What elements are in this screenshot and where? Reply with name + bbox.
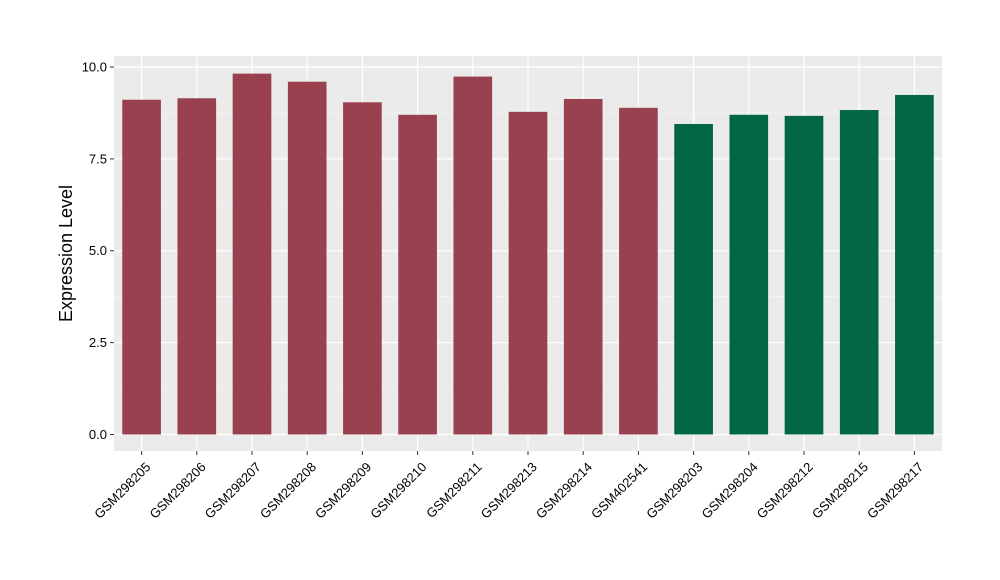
bar-GSM298205 xyxy=(122,99,161,435)
bar-GSM298209 xyxy=(343,102,382,435)
bar-GSM298214 xyxy=(563,98,603,435)
x-tick-label: GSM298215 xyxy=(809,459,871,521)
bar-GSM298213 xyxy=(508,111,548,435)
x-tick-label: GSM298205 xyxy=(91,459,153,521)
bar-GSM298204 xyxy=(729,114,769,435)
y-tick-label: 0.0 xyxy=(89,427,107,442)
y-tick-label: 7.5 xyxy=(89,151,107,166)
y-tick-label: 2.5 xyxy=(89,335,107,350)
bar-GSM298210 xyxy=(398,114,437,435)
bars xyxy=(122,73,934,435)
x-tick-label: GSM402541 xyxy=(588,459,650,521)
bar-GSM298203 xyxy=(674,123,713,435)
x-tick-label: GSM298213 xyxy=(478,459,540,521)
x-tick-label: GSM298208 xyxy=(257,459,319,521)
y-tick-label: 5.0 xyxy=(89,243,107,258)
bar-GSM298207 xyxy=(232,73,272,435)
x-tick-label: GSM298212 xyxy=(754,459,816,521)
x-tick-label: GSM298207 xyxy=(202,459,264,521)
x-tick-label: GSM298204 xyxy=(698,459,760,521)
bar-GSM298217 xyxy=(895,94,934,435)
y-tick-label: 10.0 xyxy=(82,60,107,75)
bar-GSM298212 xyxy=(784,115,824,435)
x-tick-label: GSM298214 xyxy=(533,459,595,521)
x-tick-label: GSM298203 xyxy=(643,459,705,521)
bar-GSM298208 xyxy=(287,81,327,435)
y-axis: 0.0 2.5 5.0 7.5 10.0 xyxy=(82,60,114,442)
x-tick-label: GSM298217 xyxy=(864,459,926,521)
x-tick-label: GSM298209 xyxy=(312,459,374,521)
x-axis: GSM298205GSM298206GSM298207GSM298208GSM2… xyxy=(91,451,926,522)
x-tick-label: GSM298210 xyxy=(367,459,429,521)
x-tick-label: GSM298206 xyxy=(146,459,208,521)
x-tick-label: GSM298211 xyxy=(423,459,485,521)
y-axis-title: Expression Level xyxy=(56,185,76,322)
bar-GSM298206 xyxy=(177,98,217,435)
bar-GSM298215 xyxy=(839,110,879,435)
bar-GSM298211 xyxy=(453,76,493,435)
bar-GSM402541 xyxy=(619,107,658,435)
